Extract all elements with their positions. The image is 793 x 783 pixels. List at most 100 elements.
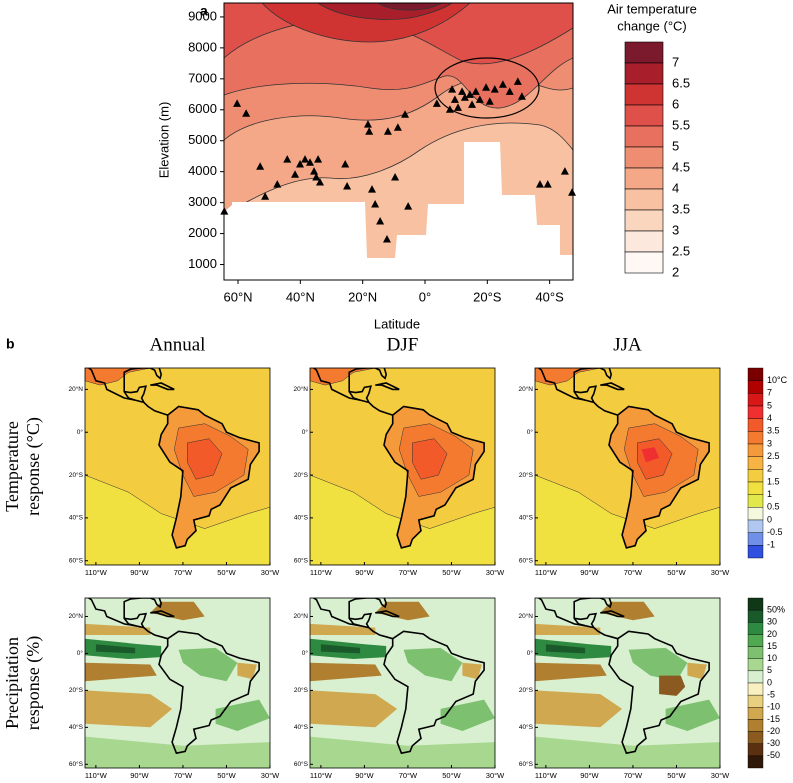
colorbar-swatch	[747, 481, 764, 495]
y-tick-label: 40°S	[69, 723, 84, 731]
row-label: response (°C)	[23, 417, 44, 516]
colorbar-swatch	[747, 658, 764, 672]
station-marker	[310, 167, 319, 175]
x-tick-label: 40°N	[286, 289, 315, 304]
y-tick-label: 60°S	[294, 760, 309, 768]
colorbar-label: -15	[767, 714, 780, 724]
coastline	[123, 598, 168, 640]
x-tick-label: 90°W	[130, 568, 149, 577]
x-tick-label: 90°W	[580, 568, 599, 577]
field-region	[320, 644, 361, 654]
station-marker	[490, 85, 499, 93]
coastline	[348, 368, 393, 416]
coastline	[574, 612, 598, 629]
y-tick-label: 20°N	[518, 385, 533, 393]
x-tick-label: 50°W	[442, 568, 461, 577]
map	[535, 368, 720, 565]
colorbar-label: 1	[767, 489, 772, 499]
x-tick-label: 90°W	[130, 771, 149, 780]
colorbar-label: -1	[767, 540, 775, 550]
coastline	[158, 630, 260, 755]
map-frame	[84, 367, 271, 566]
x-tick-label: 0°	[419, 289, 431, 304]
station-marker	[261, 192, 270, 200]
x-tick-label: 110°W	[535, 568, 558, 577]
station-marker	[273, 180, 282, 188]
y-tick-label: 3000	[188, 194, 217, 209]
y-tick-label: 20°S	[294, 686, 309, 694]
x-tick-label: 110°W	[535, 771, 558, 780]
colorbar-label: -50	[767, 750, 780, 760]
y-axis-label: Elevation (m)	[156, 102, 171, 179]
colorbar-swatch	[747, 755, 764, 769]
y-tick-label: 0°	[302, 428, 309, 436]
station-marker	[376, 217, 385, 225]
station-marker	[505, 87, 514, 95]
field-region	[85, 368, 151, 386]
x-tick-label: 30°W	[261, 771, 280, 780]
field-region	[215, 699, 270, 731]
map-frame	[84, 597, 271, 769]
station-marker	[432, 99, 441, 107]
colorbar-swatch	[747, 609, 764, 623]
colorbar-label: 0	[767, 677, 772, 687]
field-region	[310, 690, 398, 728]
x-tick-label: 90°W	[355, 771, 374, 780]
colorbar-swatch	[624, 41, 664, 64]
station-marker	[341, 160, 350, 168]
station-marker	[513, 77, 522, 85]
station-marker	[365, 127, 374, 135]
coastline	[312, 598, 361, 627]
coastline	[312, 368, 361, 401]
y-tick-label: 60°S	[294, 556, 309, 564]
field-region	[85, 690, 173, 728]
colorbar-label: 3	[767, 438, 772, 448]
station-marker	[363, 120, 372, 128]
x-tick-label: 110°W	[310, 568, 333, 577]
column-title: JJA	[613, 334, 642, 355]
colorbar-label: 7	[672, 54, 679, 69]
coastline	[375, 610, 400, 618]
x-axis-label: Latitude	[374, 316, 420, 331]
coastline	[383, 630, 485, 755]
y-tick-label: 2000	[188, 225, 217, 240]
x-tick-label: 50°W	[667, 771, 686, 780]
y-tick-label: 60°S	[519, 556, 534, 564]
colorbar-swatch	[747, 405, 764, 419]
colorbar-label: 2.5	[767, 451, 780, 461]
station-marker	[517, 92, 526, 100]
column-title: Annual	[150, 334, 206, 355]
field-region	[665, 699, 720, 731]
field-region	[659, 675, 686, 696]
y-tick-label: 20°S	[519, 471, 534, 479]
colorbar-label: -20	[767, 726, 780, 736]
y-tick-label: 0°	[527, 649, 534, 657]
y-tick-label: 20°N	[293, 612, 308, 620]
coastline	[150, 610, 175, 618]
colorbar-swatch	[747, 597, 764, 611]
colorbar-label: 0	[767, 514, 772, 524]
colorbar-swatch	[747, 646, 764, 659]
colorbar-label: 5	[672, 138, 679, 153]
map	[310, 368, 495, 565]
field-region	[310, 662, 382, 682]
field-region	[641, 447, 660, 463]
colorbar-label: 6.5	[672, 75, 690, 90]
coastline	[87, 598, 136, 627]
x-tick-label: 70°W	[624, 771, 643, 780]
field-region	[187, 438, 223, 480]
coastline	[383, 405, 485, 549]
station-marker	[543, 180, 552, 188]
coastline	[574, 385, 598, 403]
colorbar-label: 4	[767, 413, 772, 423]
station-marker	[242, 109, 251, 117]
station-marker	[315, 178, 324, 186]
field-region	[628, 647, 688, 682]
field-region	[310, 368, 376, 386]
coastline	[375, 382, 400, 391]
field-region	[403, 647, 463, 682]
y-tick-label: 20°S	[69, 471, 84, 479]
colorbar-swatch	[747, 532, 764, 546]
map	[310, 598, 495, 768]
coastline	[537, 368, 586, 401]
